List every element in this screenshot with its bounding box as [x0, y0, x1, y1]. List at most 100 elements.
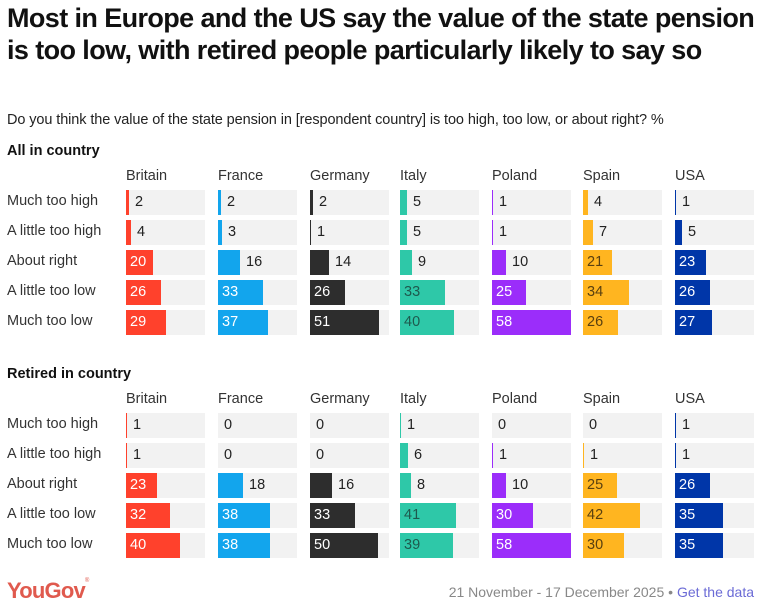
row-label-much-too-low: Much too low [7, 536, 93, 552]
bar-track: 6 [400, 443, 479, 468]
bar-usa-about-right [675, 250, 706, 275]
data-label: 5 [413, 224, 422, 240]
bar-track: 26 [675, 280, 754, 305]
bar-track: 5 [400, 220, 479, 245]
bar-spain-a-little-too-high [583, 220, 593, 245]
bar-track: 26 [675, 473, 754, 498]
bar-poland-about-right [492, 473, 506, 498]
data-label: 9 [418, 254, 427, 270]
data-label: 6 [414, 447, 423, 463]
data-label: 1 [499, 447, 508, 463]
data-label: 58 [496, 314, 513, 330]
bar-track: 2 [310, 190, 389, 215]
data-label: 40 [130, 537, 147, 553]
data-label: 29 [130, 314, 147, 330]
bar-track: 2 [218, 190, 297, 215]
bar-france-much-too-low [218, 533, 270, 558]
bar-track: 32 [126, 503, 205, 528]
bar-track: 58 [492, 310, 571, 335]
column-header-poland: Poland [492, 168, 538, 184]
bar-france-a-little-too-low [218, 503, 270, 528]
data-label: 26 [587, 314, 604, 330]
bar-britain-a-little-too-high [126, 220, 131, 245]
data-label: 16 [338, 477, 355, 493]
bar-track: 38 [218, 533, 297, 558]
bar-track: 16 [218, 250, 297, 275]
bar-france-a-little-too-high [218, 220, 222, 245]
bar-germany-much-too-low [310, 310, 379, 335]
data-label: 25 [587, 477, 604, 493]
bar-germany-a-little-too-high [310, 220, 311, 245]
bar-track: 38 [218, 503, 297, 528]
bar-track: 2 [126, 190, 205, 215]
bar-italy-much-too-high [400, 413, 401, 438]
bar-usa-a-little-too-high [675, 220, 682, 245]
bar-poland-a-little-too-high [492, 220, 493, 245]
data-label: 18 [249, 477, 266, 493]
column-header-britain: Britain [126, 168, 168, 184]
bar-track: 1 [126, 443, 205, 468]
bar-britain-a-little-too-low [126, 280, 161, 305]
row-label-a-little-too-high: A little too high [7, 446, 102, 462]
bar-track: 40 [126, 533, 205, 558]
bar-track: 37 [218, 310, 297, 335]
data-label: 7 [599, 224, 608, 240]
bar-britain-much-too-low [126, 533, 180, 558]
data-label: 34 [587, 284, 604, 300]
logo-text: YouGov [7, 578, 86, 603]
bar-usa-much-too-low [675, 533, 723, 558]
data-label: 16 [246, 254, 263, 270]
bar-track: 0 [310, 443, 389, 468]
column-header-italy: Italy [400, 168, 427, 184]
bar-usa-a-little-too-high [675, 443, 676, 468]
bar-italy-much-too-low [400, 310, 454, 335]
bar-germany-much-too-high [310, 190, 313, 215]
row-label-about-right: About right [7, 253, 78, 269]
bar-germany-much-too-low [310, 533, 378, 558]
data-label: 23 [130, 477, 147, 493]
bar-track: 34 [583, 280, 662, 305]
bar-track: 30 [492, 503, 571, 528]
data-label: 39 [404, 537, 421, 553]
bar-britain-a-little-too-low [126, 503, 170, 528]
data-label: 20 [130, 254, 147, 270]
data-label: 14 [335, 254, 352, 270]
bar-usa-about-right [675, 473, 710, 498]
data-label: 38 [222, 507, 239, 523]
data-label: 2 [227, 194, 236, 210]
bar-italy-a-little-too-high [400, 443, 408, 468]
bar-spain-a-little-too-high [583, 443, 584, 468]
data-label: 0 [316, 417, 325, 433]
bar-track: 1 [583, 443, 662, 468]
data-label: 0 [224, 447, 233, 463]
bar-poland-much-too-low [492, 533, 571, 558]
bar-britain-much-too-high [126, 413, 127, 438]
data-label: 33 [222, 284, 239, 300]
bar-track: 5 [400, 190, 479, 215]
bar-track: 23 [675, 250, 754, 275]
bar-usa-much-too-low [675, 310, 712, 335]
row-label-a-little-too-high: A little too high [7, 223, 102, 239]
registered-mark-icon: ® [84, 578, 89, 584]
data-label: 1 [133, 447, 142, 463]
bar-track: 33 [400, 280, 479, 305]
chart-title: Most in Europe and the US say the value … [7, 3, 755, 65]
data-label: 1 [499, 194, 508, 210]
row-label-a-little-too-low: A little too low [7, 506, 96, 522]
data-label: 33 [314, 507, 331, 523]
data-label: 5 [413, 194, 422, 210]
bar-track: 1 [310, 220, 389, 245]
data-label: 0 [316, 447, 325, 463]
data-label: 32 [130, 507, 147, 523]
bar-britain-much-too-low [126, 310, 166, 335]
bar-france-about-right [218, 473, 243, 498]
column-header-italy: Italy [400, 391, 427, 407]
footer-source: 21 November - 17 December 2025 • Get the… [449, 584, 754, 600]
get-the-data-link[interactable]: Get the data [676, 584, 754, 600]
data-label: 1 [682, 417, 691, 433]
bar-track: 16 [310, 473, 389, 498]
bar-spain-a-little-too-low [583, 280, 629, 305]
data-label: 8 [417, 477, 426, 493]
data-label: 21 [587, 254, 604, 270]
data-label: 1 [590, 447, 599, 463]
